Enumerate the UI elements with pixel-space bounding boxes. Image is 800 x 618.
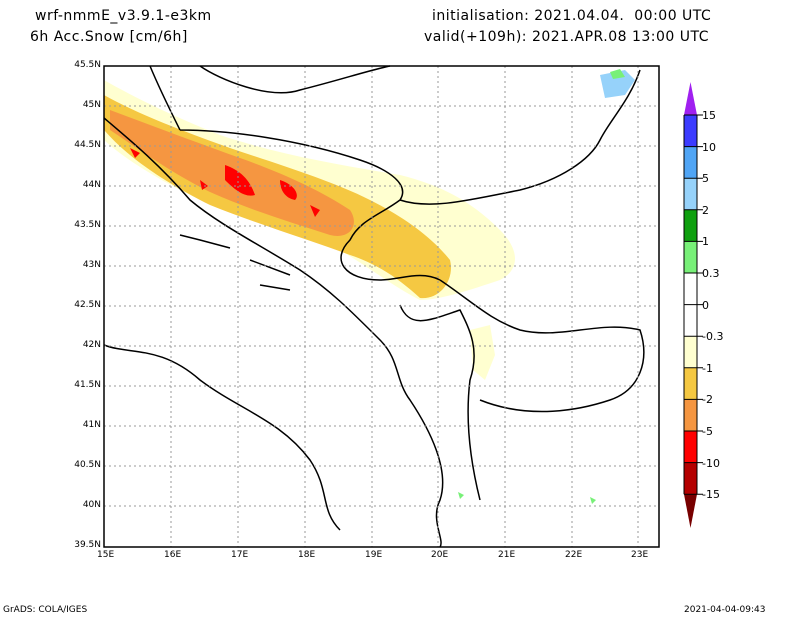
lat-tick-label: 41N — [82, 420, 101, 430]
lon-tick-label: 17E — [231, 550, 249, 560]
lat-tick-label: 43.5N — [74, 220, 101, 230]
lon-tick-label: 20E — [431, 550, 449, 560]
colorbar-label: -0.3 — [702, 330, 724, 344]
lat-tick-label: 41.5N — [74, 380, 101, 390]
colorbar-segment — [684, 304, 697, 337]
colorbar-label: -5 — [702, 425, 713, 438]
colorbar-top-arrow — [684, 82, 697, 115]
colorbar-label: 1 — [702, 235, 709, 249]
colorbar-segment — [684, 399, 697, 431]
colorbar-segment — [684, 336, 697, 368]
colorbar-segment — [684, 367, 697, 400]
lat-tick-label: 43N — [82, 260, 101, 270]
lat-tick-label: 45.5N — [74, 60, 101, 70]
colorbar-label: 0 — [702, 298, 709, 312]
colorbar-label: 15 — [702, 109, 716, 122]
lat-tick-label: 39.5N — [74, 540, 101, 550]
colorbar-label: -15 — [702, 488, 720, 502]
lat-tick-label: 40N — [82, 500, 101, 510]
lon-tick-label: 18E — [298, 550, 316, 560]
colorbar-segment — [684, 241, 697, 273]
lon-tick-label: 21E — [498, 550, 516, 560]
colorbar-segment — [684, 462, 697, 495]
colorbar-segment — [684, 431, 697, 463]
borders — [103, 65, 645, 548]
colorbar-label: 10 — [702, 140, 716, 154]
snow-field — [104, 69, 635, 504]
colorbar-label: 0.3 — [702, 267, 720, 280]
lat-tick-label: 44.5N — [74, 140, 101, 150]
lat-tick-label: 42N — [82, 340, 101, 350]
colorbar-bottom-arrow — [684, 494, 697, 528]
colorbar-segment — [684, 178, 697, 210]
colorbar-segment — [684, 146, 697, 179]
lon-tick-label: 23E — [631, 550, 649, 560]
credit: GrADS: COLA/IGES — [3, 605, 88, 615]
lon-tick-label: 16E — [164, 550, 182, 560]
lon-tick-label: 19E — [365, 550, 383, 560]
colorbar-label: -1 — [702, 361, 713, 375]
model-title: wrf-nmmE_v3.9.1-e3km — [35, 8, 212, 24]
colorbar-label: 5 — [702, 172, 709, 186]
colorbar-label: -10 — [702, 456, 720, 470]
colorbar-segment — [684, 209, 697, 242]
init-time: initialisation: 2021.04.04. 00:00 UTC — [432, 8, 712, 24]
field-title: 6h Acc.Snow [cm/6h] — [30, 29, 188, 45]
colorbar-label: -2 — [702, 393, 713, 407]
valid-time: valid(+109h): 2021.APR.08 13:00 UTC — [424, 29, 710, 45]
lon-tick-label: 22E — [565, 550, 583, 560]
colorbar-label: 2 — [702, 203, 709, 217]
lat-tick-label: 40.5N — [74, 460, 101, 470]
colorbar-segment — [684, 273, 697, 305]
lat-tick-label: 44N — [82, 180, 101, 190]
lat-tick-label: 42.5N — [74, 300, 101, 310]
map-frame — [103, 65, 660, 548]
lat-tick-label: 45N — [82, 100, 101, 110]
timestamp: 2021-04-04-09:43 — [684, 605, 766, 615]
colorbar-segment — [684, 115, 697, 147]
colorbar — [683, 82, 703, 528]
lon-tick-label: 15E — [97, 550, 115, 560]
